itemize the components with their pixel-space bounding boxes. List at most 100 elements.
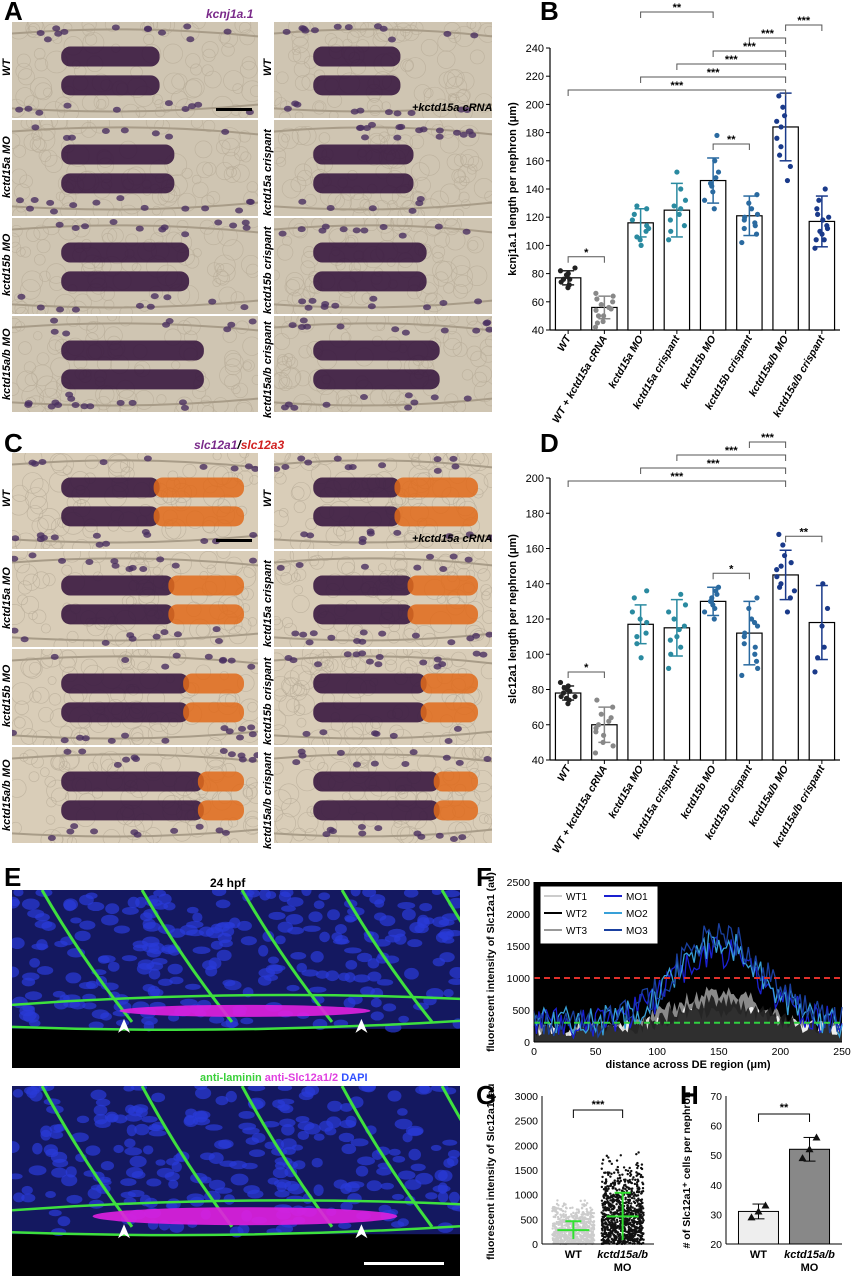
x-tick-label: kctd15a MO [606,334,646,391]
cell-outline [66,120,89,135]
data-point [815,211,821,217]
cell-outline [243,190,258,207]
nucleus [204,653,213,660]
wt-point [557,1220,561,1224]
significance-bracket [640,76,787,83]
wt-point [581,1211,584,1214]
cell-outline [37,515,57,535]
mo-point [603,1202,606,1205]
cell-outline [12,224,23,238]
nucleus [173,631,182,638]
data-point [610,299,616,305]
nucleus [365,658,374,665]
nucleus [178,399,187,406]
mo-point [639,1228,642,1231]
nucleus [358,535,367,542]
cell-outline [390,728,413,745]
stained-segment [313,506,401,527]
dapi-nucleus [95,1098,111,1107]
nucleus [75,734,84,741]
wt-point [569,1206,572,1210]
nucleus [387,36,396,43]
nucleus [389,732,398,739]
cell-outline [232,382,249,399]
legend-label: WT2 [566,909,588,920]
tissue-edge [274,557,492,567]
cell-outline [239,29,256,46]
cell-outline [473,558,488,574]
nucleus [31,124,40,131]
nucleus [92,199,101,206]
stained-segment [61,75,160,96]
nucleus [50,534,59,541]
cell-outline [387,630,401,644]
wt-point [590,1215,594,1219]
wt-point [578,1225,581,1229]
laminin-boundary [440,1086,460,1122]
y-tick-label: 140 [526,579,544,591]
nucleus [350,108,359,115]
wt-point [560,1225,563,1229]
nucleus [227,321,236,328]
row-label-left: kctd15a/b MO [1,759,13,831]
cell-outline [221,43,235,57]
nucleus [101,639,110,646]
dapi-nucleus [91,1009,110,1019]
cell-outline [13,144,26,158]
cell-outline [12,232,20,248]
nucleus [31,460,40,467]
stained-segment [61,604,175,625]
nucleus [295,562,304,569]
data-point [774,118,780,124]
laminin-boundary [12,1224,460,1237]
cell-outline [202,162,217,177]
bar [627,623,654,761]
dapi-nucleus [13,1192,25,1203]
dapi-nucleus [208,957,222,970]
dapi-nucleus [129,1155,147,1168]
cell-outline [431,245,446,259]
micrograph-tile [12,747,258,843]
cell-outline [43,87,53,98]
cell-outline [19,174,33,189]
cell-outline [18,341,32,355]
cell-outline [291,481,311,502]
cell-outline [239,22,252,35]
cell-outline [292,222,308,239]
dapi-nucleus [48,1209,62,1217]
stained-segment [313,771,440,792]
panel-c-title-sep: / [237,438,241,452]
mo-point [616,1233,619,1236]
dapi-nucleus [295,1116,310,1123]
dapi-nucleus [325,970,340,982]
stained-segment [61,673,190,694]
cell-outline [104,22,120,32]
cell-outline [50,787,70,806]
wt-point [562,1214,565,1217]
mo-point [626,1213,629,1216]
dapi-nucleus [121,955,138,962]
mo-point [641,1232,645,1236]
x-tick-label: 150 [710,1046,728,1058]
dapi-nucleus [224,980,242,991]
data-point [682,197,689,203]
cell-outline [14,700,30,715]
dapi-nucleus [100,1161,115,1171]
cell-outline [48,335,65,351]
row-label-right: WT [262,489,274,507]
cell-outline [154,106,166,118]
dapi-nucleus [353,974,371,983]
mo-point [609,1199,612,1202]
mo-point [613,1226,616,1229]
data-point [774,574,780,580]
wt-point [589,1222,592,1226]
cell-outline [314,453,337,465]
cell-outline [423,87,434,98]
dapi-nucleus [443,1158,455,1168]
mo-point [611,1199,615,1203]
mo-point [616,1165,619,1169]
data-point [667,637,673,643]
cell-outline [212,453,222,461]
nucleus [433,656,442,663]
